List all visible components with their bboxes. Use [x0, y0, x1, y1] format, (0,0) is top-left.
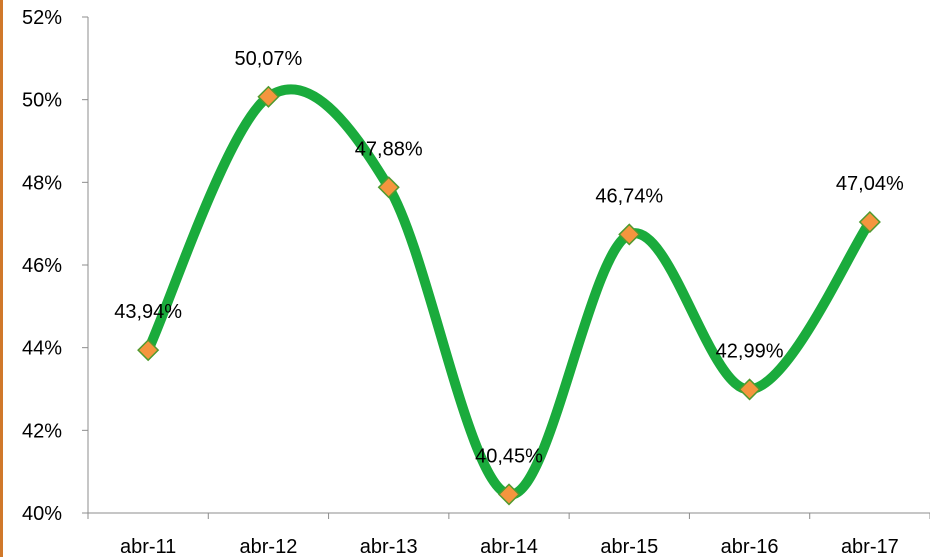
series-layer — [143, 84, 875, 500]
axes: 40% 42% 44% 46% 48% 50% 52% abr-11 abr-12 abr-13 a… — [22, 7, 930, 557]
y-tick-label: 42% — [22, 420, 62, 442]
x-tick-label: abr-16 — [721, 536, 779, 557]
data-labels-layer: 43,94% 50,07% 47,88% 40,45% 46,74% 42,99% 47,0… — [114, 48, 904, 468]
data-point-marker — [497, 483, 521, 506]
x-tick-label: abr-17 — [841, 536, 899, 557]
markers-layer — [137, 85, 881, 506]
x-tick-label: abr-15 — [600, 536, 658, 557]
y-tick-label: 48% — [22, 172, 62, 194]
series-line — [143, 84, 875, 500]
data-point-marker — [858, 210, 881, 234]
y-tick-label: 50% — [22, 90, 62, 112]
data-label: 46,74% — [595, 185, 663, 207]
data-point-marker — [257, 85, 280, 108]
y-tick-label: 52% — [22, 7, 62, 29]
x-tick-label: abr-13 — [360, 536, 418, 557]
x-tick-label: abr-12 — [240, 536, 298, 557]
data-point-marker — [377, 176, 400, 199]
data-label: 47,88% — [355, 138, 423, 160]
y-tick-label: 46% — [22, 255, 62, 277]
x-tick-label: abr-14 — [480, 536, 538, 557]
y-tick-label: 40% — [22, 503, 62, 525]
data-label: 50,07% — [235, 48, 303, 70]
x-tick-label: abr-11 — [120, 536, 176, 557]
data-label: 47,04% — [836, 173, 904, 195]
chart-frame-left-edge — [0, 0, 3, 557]
y-tick-label: 44% — [22, 338, 62, 360]
data-label: 43,94% — [114, 301, 182, 323]
data-point-marker — [738, 378, 761, 401]
data-label: 40,45% — [475, 445, 543, 467]
data-label: 42,99% — [716, 340, 784, 362]
data-point-marker — [137, 339, 160, 362]
data-point-marker — [618, 223, 641, 246]
